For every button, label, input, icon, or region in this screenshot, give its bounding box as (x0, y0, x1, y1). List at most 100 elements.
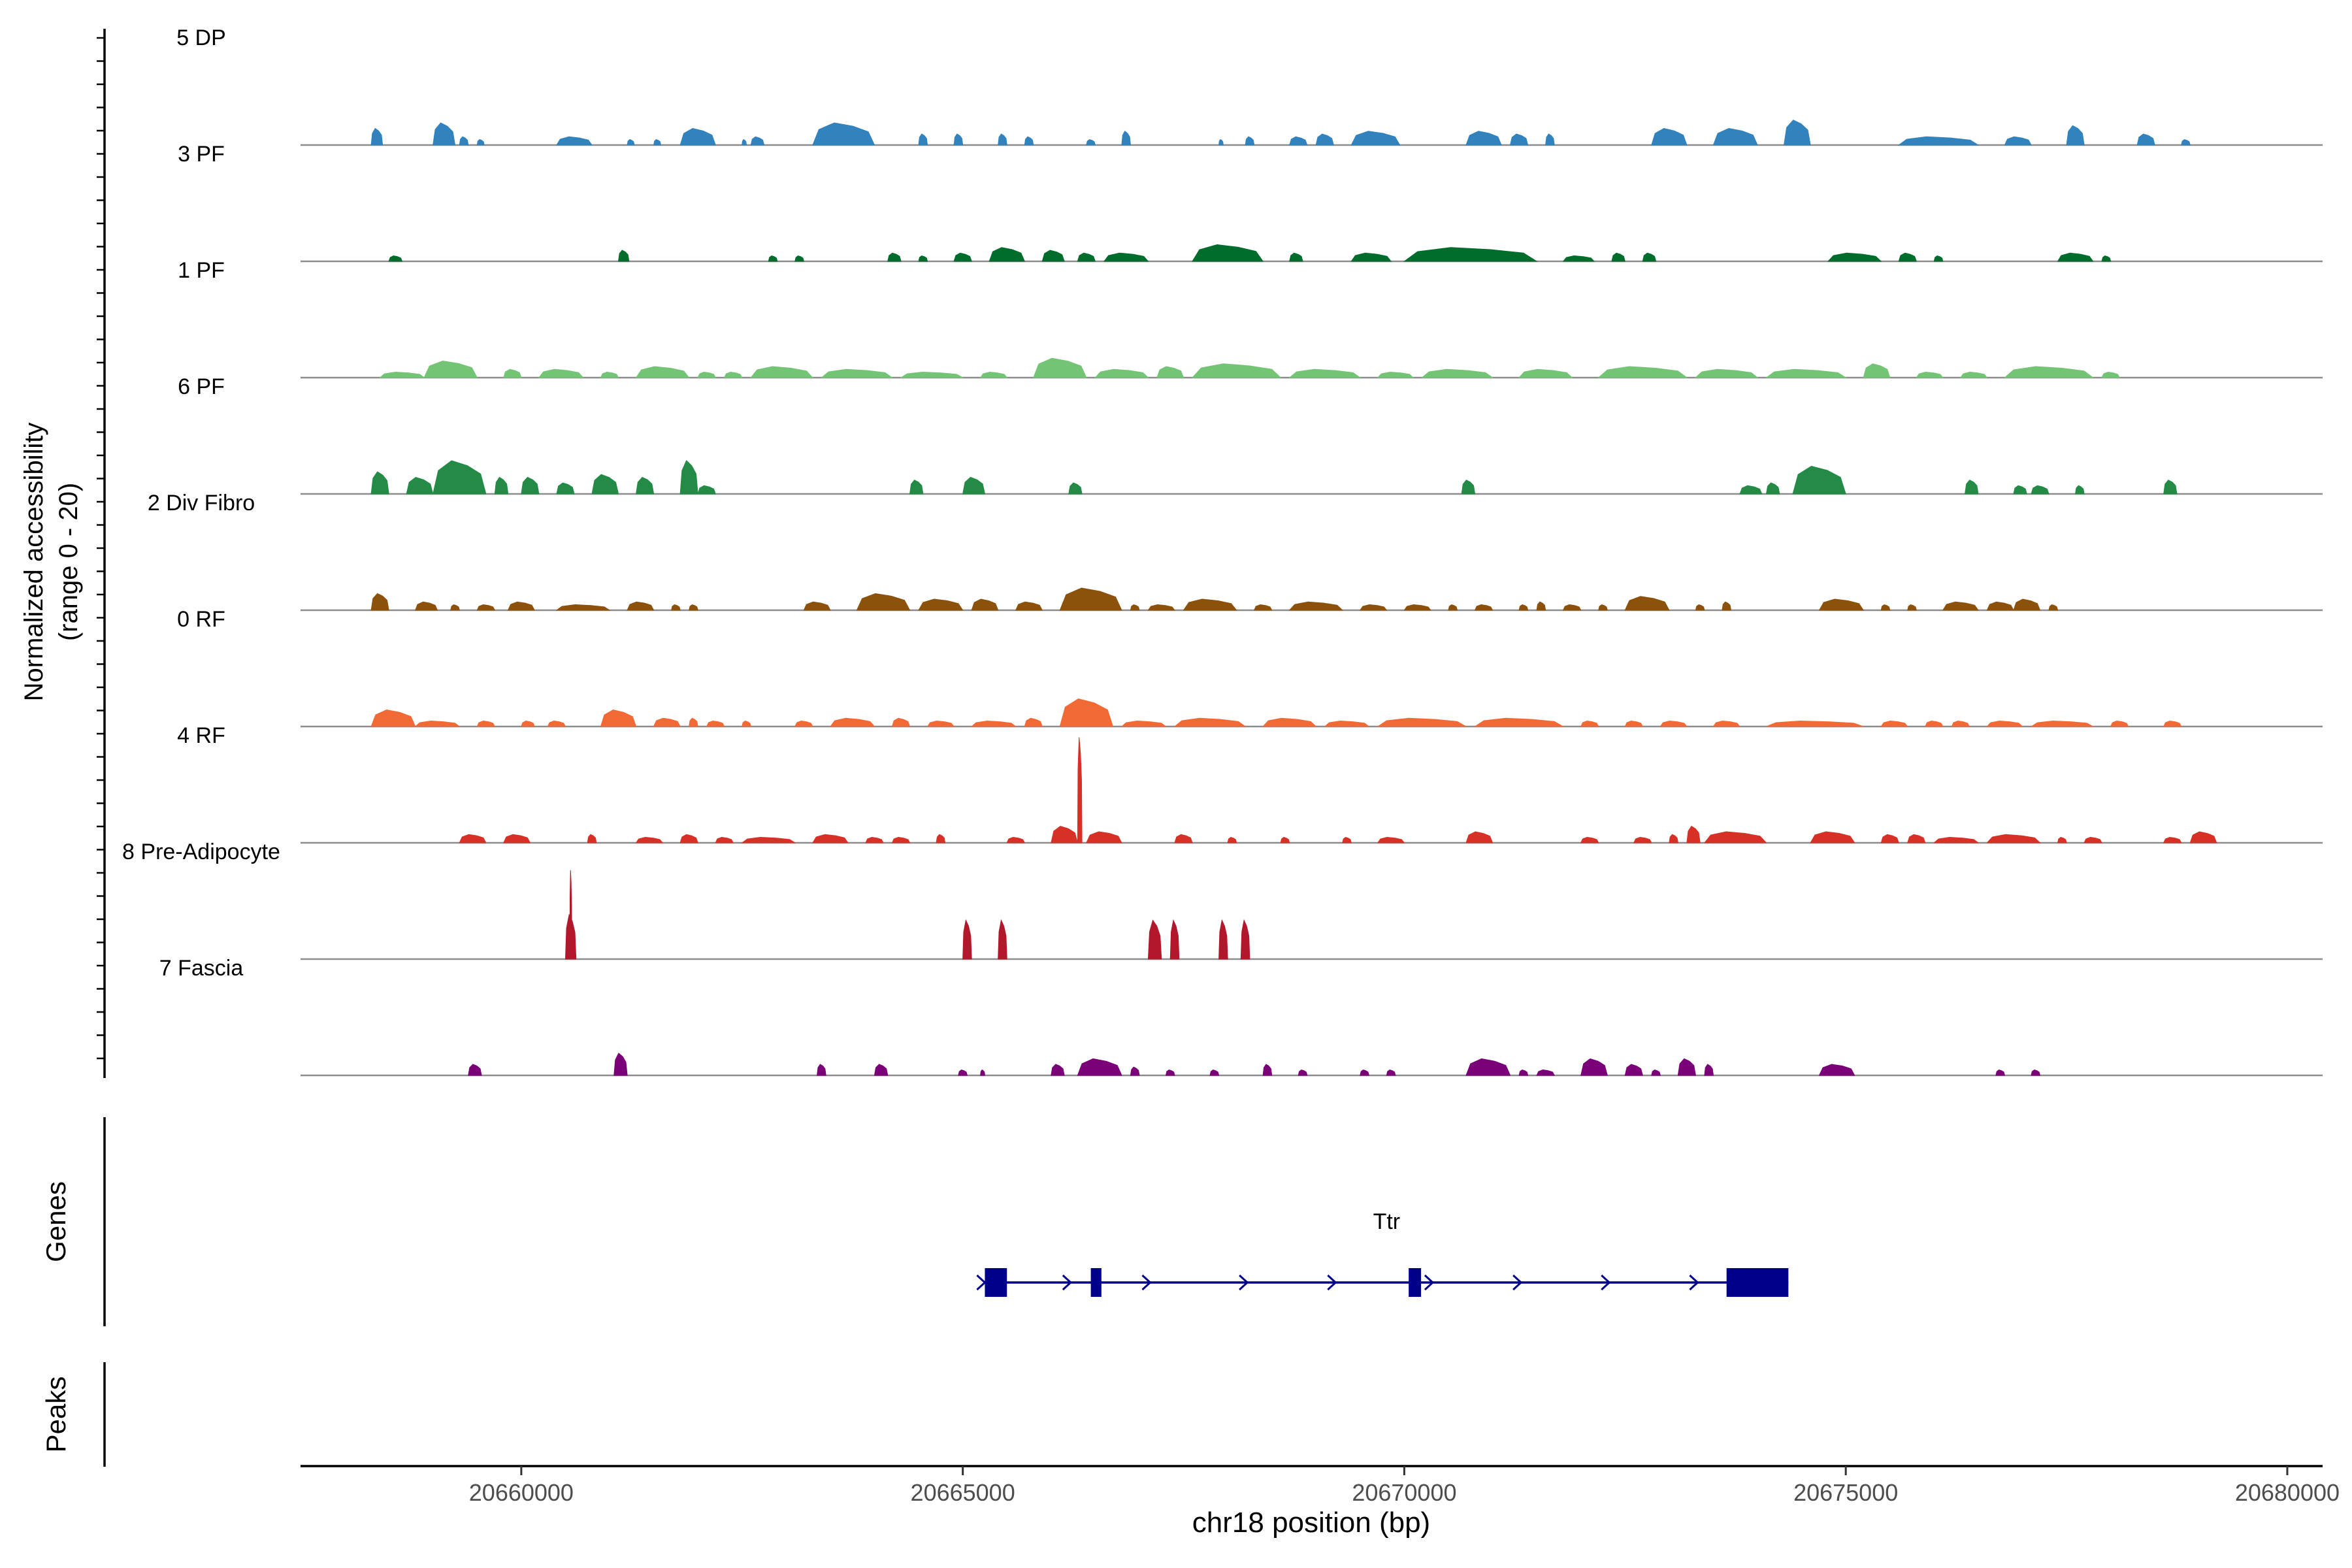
coverage-peak (1289, 136, 1308, 146)
coverage-peak (476, 604, 496, 611)
coverage-peak (1933, 836, 1980, 843)
coverage-peak (613, 1053, 628, 1076)
coverage-peak (433, 460, 487, 495)
coverage-peak (1959, 371, 1988, 378)
coverage-peak (1951, 720, 1970, 727)
strand-arrow (1062, 1274, 1073, 1291)
coverage-peak (689, 604, 698, 611)
coverage-peak (1227, 836, 1237, 843)
coverage-peak (1350, 131, 1401, 146)
coverage-peak (1068, 482, 1083, 495)
coverage-peak (521, 476, 540, 495)
track-2-div-fibro: 2 Div Fibro (148, 491, 2323, 612)
coverage-peak (706, 720, 725, 727)
coverage-peak (1686, 825, 1701, 843)
coverage-peak (891, 717, 911, 727)
track-label: 8 Pre-Adipocyte (122, 840, 280, 864)
coverage-peak (556, 482, 575, 495)
coverage-y-label-line2: (range 0 - 20) (54, 483, 83, 641)
coverage-peak (1174, 834, 1193, 843)
track-label: 2 Div Fibro (148, 491, 255, 515)
coverage-peak (476, 720, 496, 727)
coverage-peak (1130, 1066, 1140, 1076)
coverage-peak (1659, 720, 1688, 727)
track-label: 3 PF (178, 142, 225, 167)
coverage-peak (2136, 133, 2155, 146)
coverage-peak (1624, 1064, 1643, 1076)
coverage-peak (671, 604, 681, 611)
coverage-peak (1545, 133, 1555, 146)
coverage-peak (1677, 1058, 1697, 1076)
gene-exon (1726, 1268, 1789, 1297)
strand-arrow (1424, 1274, 1435, 1291)
coverage-peak (1342, 836, 1352, 843)
coverage-peak (812, 122, 875, 146)
coverage-peak (1597, 366, 1688, 378)
coverage-peak (556, 136, 593, 146)
coverage-peak (821, 368, 894, 378)
coverage-peak (555, 604, 611, 611)
coverage-peak (1015, 601, 1043, 611)
coverage-peak (1536, 601, 1546, 611)
coverage-peak (1324, 720, 1370, 727)
coverage-peak (1377, 836, 1405, 843)
coverage-peak (503, 368, 522, 378)
x-tick-label: 20665000 (911, 1479, 1015, 1506)
coverage-peak (1580, 720, 1599, 727)
coverage-peak (1421, 368, 1494, 378)
track-6-pf: 6 PF (178, 374, 2323, 495)
track-1-pf: 1 PF (178, 258, 2323, 379)
coverage-peak (829, 717, 875, 727)
coverage-peak (1183, 598, 1237, 611)
coverage-peak (1209, 1069, 1220, 1076)
gene-models: Ttr (976, 1209, 1789, 1297)
coverage-peak (388, 255, 403, 262)
coverage-peak (865, 836, 884, 843)
coverage-peak (1907, 604, 1917, 611)
coverage-peak (2101, 255, 2112, 262)
coverage-peak (1130, 604, 1140, 611)
coverage-peak (1818, 1064, 1855, 1076)
strand-arrow (1327, 1274, 1337, 1291)
coverage-peak (1245, 136, 1255, 146)
coverage-peak (1448, 604, 1458, 611)
coverage-peak (1024, 136, 1034, 146)
coverage-peak (2110, 720, 2129, 727)
coverage-peak (1147, 919, 1162, 960)
coverage-peak (689, 717, 698, 727)
coverage-peak (926, 720, 955, 727)
coverage-peak (370, 127, 384, 146)
coverage-peak (2048, 604, 2059, 611)
coverage-peak (1995, 1069, 2006, 1076)
strand-arrow (1239, 1274, 1249, 1291)
coverage-peak (1059, 587, 1122, 611)
coverage-peak (1518, 604, 1529, 611)
coverage-peak (1669, 834, 1678, 843)
coverage-peak (617, 250, 630, 262)
coverage-peak (2066, 125, 2085, 146)
x-tick-label: 20675000 (1793, 1479, 1898, 1506)
coverage-peak (1403, 604, 1431, 611)
coverage-peak (1598, 604, 1608, 611)
x-axis-ticks: 20660000 20665000 20670000 20675000 20680000 (469, 1466, 2340, 1506)
coverage-peak (2030, 720, 2093, 727)
coverage-peak (1703, 831, 1767, 843)
coverage-peak (1465, 131, 1502, 146)
coverage-peak (476, 139, 485, 146)
coverage-peak (423, 360, 478, 378)
coverage-peak (970, 720, 1017, 727)
coverage-peak (2163, 480, 2178, 495)
coverage-peak (2013, 598, 2041, 611)
coverage-peak (627, 139, 635, 146)
coverage-peak (2004, 366, 2095, 378)
coverage-peak (1916, 371, 1944, 378)
track-label: 1 PF (178, 258, 225, 283)
coverage-peak (750, 366, 814, 378)
strand-arrow (1689, 1274, 1699, 1291)
coverage-peak (909, 480, 924, 495)
coverage-peak (1033, 357, 1087, 378)
coverage-peak (627, 601, 655, 611)
track-3-pf: 3 PF (178, 142, 2323, 263)
coverage-peak (1165, 1069, 1175, 1076)
coverage-peak (1192, 244, 1264, 262)
